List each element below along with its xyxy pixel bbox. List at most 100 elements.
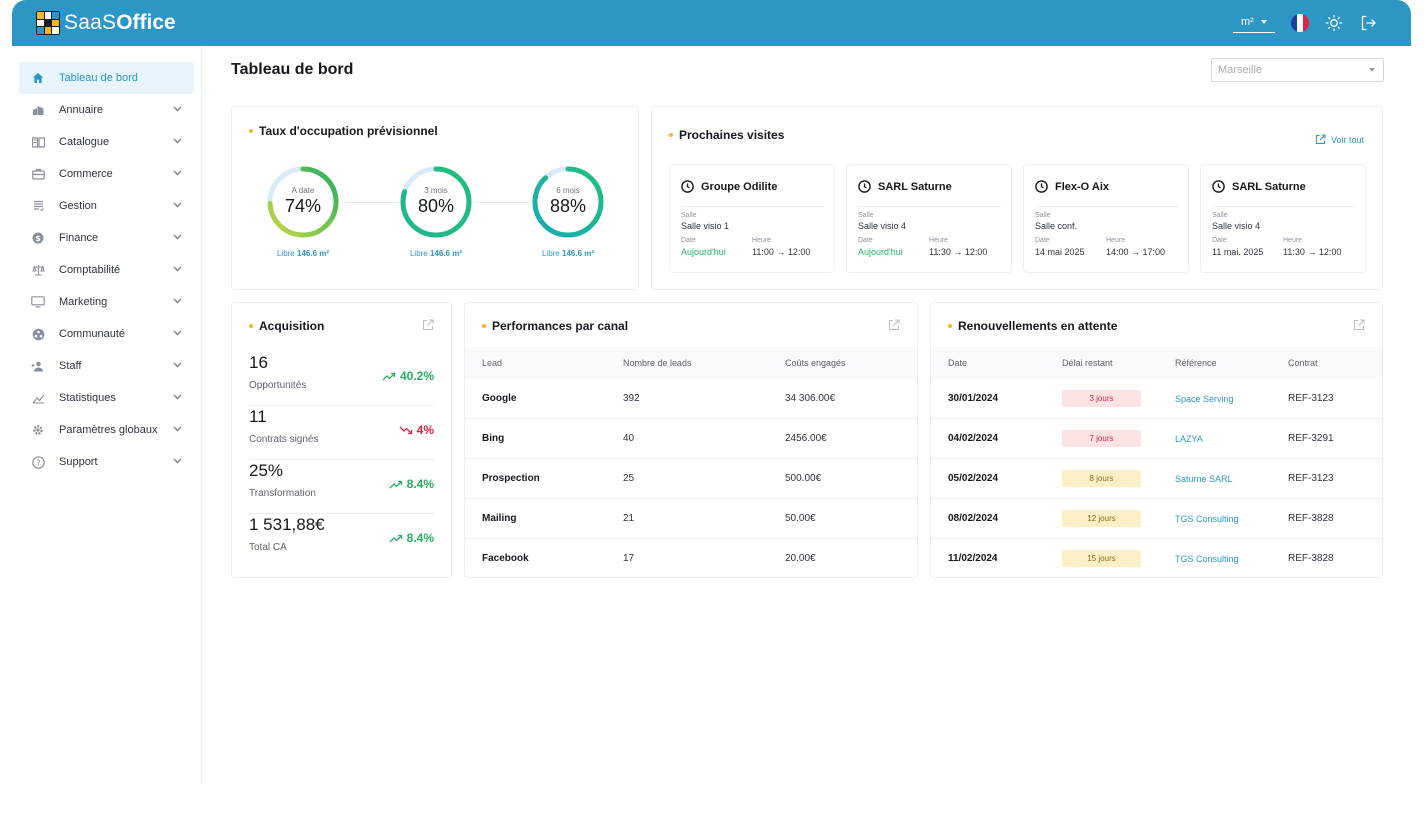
dollar-icon: $ bbox=[31, 231, 45, 245]
sidebar-item-support[interactable]: ? Support bbox=[19, 446, 194, 478]
help-icon: ? bbox=[31, 455, 45, 469]
date-value: 14 mai 2025 bbox=[1035, 247, 1085, 257]
clock-icon bbox=[858, 180, 871, 193]
card-title: Performances par canal bbox=[482, 319, 628, 333]
renewal-date: 11/02/2024 bbox=[948, 553, 998, 564]
logo[interactable]: SaaS Office bbox=[36, 10, 176, 36]
room-value: Salle visio 4 bbox=[1212, 221, 1261, 231]
visit-company: SARL Saturne bbox=[1232, 181, 1306, 193]
occupancy-gauge-6-mois: 6 mois 88% bbox=[530, 164, 606, 240]
table-row[interactable]: Prospection 25 500.00€ bbox=[465, 459, 917, 499]
external-link-icon[interactable] bbox=[1353, 319, 1365, 331]
sidebar-item-communaute[interactable]: Communauté bbox=[19, 318, 194, 350]
contract-ref: REF-3828 bbox=[1288, 553, 1334, 564]
sidebar-item-staff[interactable]: Staff bbox=[19, 350, 194, 382]
column-header: Date bbox=[948, 358, 968, 368]
occupancy-title: Taux d'occupation prévisionnel bbox=[259, 124, 438, 138]
unit-select-value: m² bbox=[1241, 16, 1254, 28]
gauge-free-space: Libre 146.6 m² bbox=[513, 249, 623, 258]
gauge-free-space: Libre 146.6 m² bbox=[381, 249, 491, 258]
date-value: Aujourd'hui bbox=[681, 247, 726, 257]
sidebar-item-finance[interactable]: $ Finance bbox=[19, 222, 194, 254]
chevron-down-icon bbox=[173, 106, 182, 112]
sidebar-item-comptabilite[interactable]: Comptabilité bbox=[19, 254, 194, 286]
sidebar-item-tableau-de-bord[interactable]: Tableau de bord bbox=[19, 62, 194, 94]
table-row[interactable]: 08/02/2024 12 jours TGS Consulting REF-3… bbox=[931, 499, 1382, 539]
reference-link[interactable]: Saturne SARL bbox=[1175, 474, 1233, 484]
bullet-dot-icon bbox=[249, 129, 253, 133]
table-row[interactable]: Bing 40 2456.00€ bbox=[465, 419, 917, 459]
trend-up-icon bbox=[389, 534, 402, 542]
gauge-ring bbox=[267, 166, 339, 238]
table-row[interactable]: 30/01/2024 3 jours Space Serving REF-312… bbox=[931, 379, 1382, 419]
sidebar-item-marketing[interactable]: Marketing bbox=[19, 286, 194, 318]
kpi-total-ca: 1 531,88€ Total CA 8.4% bbox=[249, 515, 434, 568]
sidebar-item-gestion[interactable]: Gestion bbox=[19, 190, 194, 222]
svg-text:?: ? bbox=[36, 458, 40, 467]
visit-header: SARL Saturne bbox=[858, 180, 1001, 207]
reference-link[interactable]: Space Serving bbox=[1175, 394, 1234, 404]
sidebar-item-commerce[interactable]: Commerce bbox=[19, 158, 194, 190]
kpi-label: Opportunités bbox=[249, 380, 307, 391]
see-all-link[interactable]: Voir tout bbox=[1315, 134, 1364, 145]
free-prefix: Libre bbox=[409, 249, 428, 258]
sidebar-item-label: Communauté bbox=[59, 328, 126, 340]
table-row[interactable]: 11/02/2024 15 jours TGS Consulting REF-3… bbox=[931, 539, 1382, 579]
visit-card[interactable]: Flex-O Aix Salle Salle conf. Date 14 mai… bbox=[1023, 164, 1189, 273]
external-link-icon[interactable] bbox=[422, 319, 434, 331]
gauge-label: 6 mois bbox=[556, 186, 580, 195]
table-row[interactable]: 05/02/2024 8 jours Saturne SARL REF-3123 bbox=[931, 459, 1382, 499]
caret-down-icon bbox=[1261, 20, 1267, 24]
french-flag-icon[interactable] bbox=[1291, 14, 1309, 32]
gauge-connector bbox=[475, 202, 531, 203]
acquisition-title: Acquisition bbox=[259, 319, 325, 333]
external-link-icon[interactable] bbox=[888, 319, 900, 331]
contract-ref: REF-3123 bbox=[1288, 393, 1334, 404]
unit-select[interactable]: m² bbox=[1233, 13, 1275, 33]
sidebar-item-label: Staff bbox=[59, 360, 82, 372]
reference-link[interactable]: TGS Consulting bbox=[1175, 514, 1239, 524]
sidebar-item-catalogue[interactable]: Catalogue bbox=[19, 126, 194, 158]
visit-card[interactable]: SARL Saturne Salle Salle visio 4 Date Au… bbox=[846, 164, 1012, 273]
sidebar-item-label: Support bbox=[59, 456, 98, 468]
reference-link[interactable]: LAZYA bbox=[1175, 434, 1203, 444]
channel-lead: Bing bbox=[482, 433, 505, 444]
home-icon bbox=[31, 71, 45, 85]
city-select[interactable]: Marseille bbox=[1211, 58, 1384, 82]
table-row[interactable]: Mailing 21 50.00€ bbox=[465, 499, 917, 539]
renewals-title: Renouvellements en attente bbox=[958, 319, 1118, 333]
free-value: 146.6 m² bbox=[297, 249, 330, 258]
channel-count: 25 bbox=[623, 473, 635, 484]
time-value: 14:00 → 17:00 bbox=[1106, 247, 1166, 257]
app-window: SaaS Office m² bbox=[12, 0, 1411, 784]
table-row[interactable]: Facebook 17 20.00€ bbox=[465, 539, 917, 579]
card-title: Prochaines visites bbox=[669, 128, 784, 142]
visit-card[interactable]: Groupe Odilite Salle Salle visio 1 Date … bbox=[669, 164, 835, 273]
gauge-arc bbox=[267, 166, 339, 238]
kpi-opportunities: 16 Opportunités 40.2% bbox=[249, 353, 434, 406]
chevron-down-icon bbox=[173, 266, 182, 272]
kpi-value: 11 bbox=[249, 407, 267, 426]
table-row[interactable]: Google 392 34 306.00€ bbox=[465, 379, 917, 419]
delay-badge: 3 jours bbox=[1062, 390, 1141, 407]
kpi-trend: 4% bbox=[399, 423, 434, 437]
sidebar-item-annuaire[interactable]: Annuaire bbox=[19, 94, 194, 126]
logout-button[interactable] bbox=[1359, 14, 1377, 32]
gauge-value: 80% bbox=[417, 196, 455, 216]
sidebar-item-parametres-globaux[interactable]: Paramètres globaux bbox=[19, 414, 194, 446]
column-header: Coûts engagés bbox=[785, 358, 846, 368]
channel-count: 40 bbox=[623, 433, 635, 444]
sidebar: Tableau de bord Annuaire Catalogue Comme… bbox=[12, 46, 202, 784]
clock-icon bbox=[1212, 180, 1225, 193]
table-row[interactable]: 04/02/2024 7 jours LAZYA REF-3291 bbox=[931, 419, 1382, 459]
logout-icon bbox=[1361, 15, 1376, 31]
theme-toggle-button[interactable] bbox=[1325, 14, 1343, 32]
chevron-down-icon bbox=[173, 138, 182, 144]
channel-count: 17 bbox=[623, 553, 635, 564]
visit-card[interactable]: SARL Saturne Salle Salle visio 4 Date 11… bbox=[1200, 164, 1366, 273]
chevron-down-icon bbox=[173, 458, 182, 464]
sidebar-item-statistiques[interactable]: Statistiques bbox=[19, 382, 194, 414]
gauge-connector bbox=[342, 202, 399, 203]
gauge-arc bbox=[532, 166, 604, 238]
reference-link[interactable]: TGS Consulting bbox=[1175, 554, 1239, 564]
